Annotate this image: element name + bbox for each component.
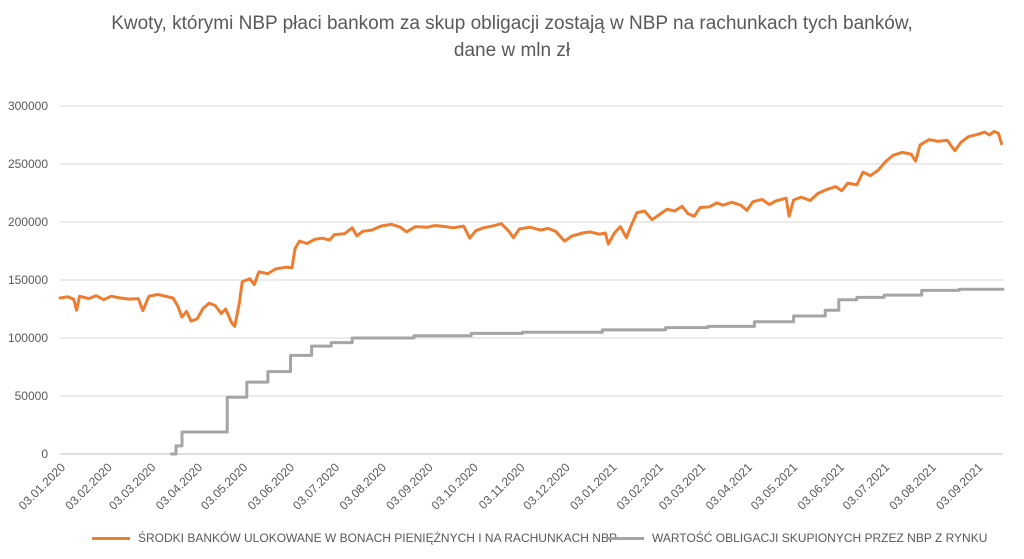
y-tick-label: 300000 (8, 99, 48, 113)
legend-label-gray: WARTOŚĆ OBLIGACJI SKUPIONYCH PRZEZ NBP Z… (652, 531, 988, 545)
legend-item-gray: WARTOŚĆ OBLIGACJI SKUPIONYCH PRZEZ NBP Z… (606, 531, 987, 545)
x-tick-label: 03.12.2020 (520, 460, 573, 513)
y-tick-label: 200000 (8, 215, 48, 229)
x-tick-label: 03.05.2020 (198, 460, 251, 513)
y-tick-label: 0 (41, 447, 48, 461)
series-line-0 (58, 130, 1003, 328)
x-tick-label: 03.01.2020 (16, 460, 69, 513)
x-axis-ticks: 03.01.202003.02.202003.03.202003.04.2020… (16, 460, 986, 513)
y-tick-label: 100000 (8, 331, 48, 345)
chart-title-line-2: dane w mln zł (453, 40, 571, 61)
x-tick-label: 03.10.2020 (429, 460, 482, 513)
legend-swatch-orange (92, 536, 130, 540)
legend-label-orange: ŚRODKI BANKÓW ULOKOWANE W BONACH PIENIĘŻ… (138, 531, 617, 545)
chart-title: Kwoty, którymi NBP płaci bankom za skup … (0, 10, 1024, 64)
y-tick-label: 150000 (8, 273, 48, 287)
y-tick-label: 250000 (8, 157, 48, 171)
x-tick-label: 03.07.2021 (840, 460, 893, 513)
chart-title-line-1: Kwoty, którymi NBP płaci bankom za skup … (111, 13, 913, 34)
gridlines (60, 105, 1003, 455)
legend-swatch-gray (606, 536, 644, 540)
series-line-1 (170, 287, 1005, 456)
x-tick-label: 03.05.2021 (748, 460, 801, 513)
series-lines (58, 130, 1005, 456)
x-tick-label: 03.09.2020 (383, 460, 436, 513)
line-chart: 0 50000 100000 150000 200000 250000 300000 03.… (8, 99, 1005, 513)
y-axis-ticks: 0 50000 100000 150000 200000 250000 300000 (8, 99, 48, 461)
x-tick-label: 03.06.2021 (795, 460, 848, 513)
legend-item-orange: ŚRODKI BANKÓW ULOKOWANE W BONACH PIENIĘŻ… (92, 531, 617, 545)
x-tick-label: 03.04.2021 (703, 460, 756, 513)
x-tick-label: 03.06.2020 (245, 460, 298, 513)
x-tick-label: 03.03.2020 (106, 460, 159, 513)
legend: ŚRODKI BANKÓW ULOKOWANE W BONACH PIENIĘŻ… (0, 531, 1024, 551)
x-tick-label: 03.08.2020 (337, 460, 390, 513)
x-tick-label: 03.08.2021 (886, 460, 939, 513)
x-tick-label: 03.11.2020 (476, 460, 528, 512)
x-tick-label: 03.09.2021 (933, 460, 986, 513)
y-tick-label: 50000 (15, 389, 49, 403)
x-tick-label: 03.04.2020 (153, 460, 206, 513)
x-tick-label: 03.07.2020 (290, 460, 343, 513)
x-tick-label: 03.01.2021 (567, 460, 620, 513)
